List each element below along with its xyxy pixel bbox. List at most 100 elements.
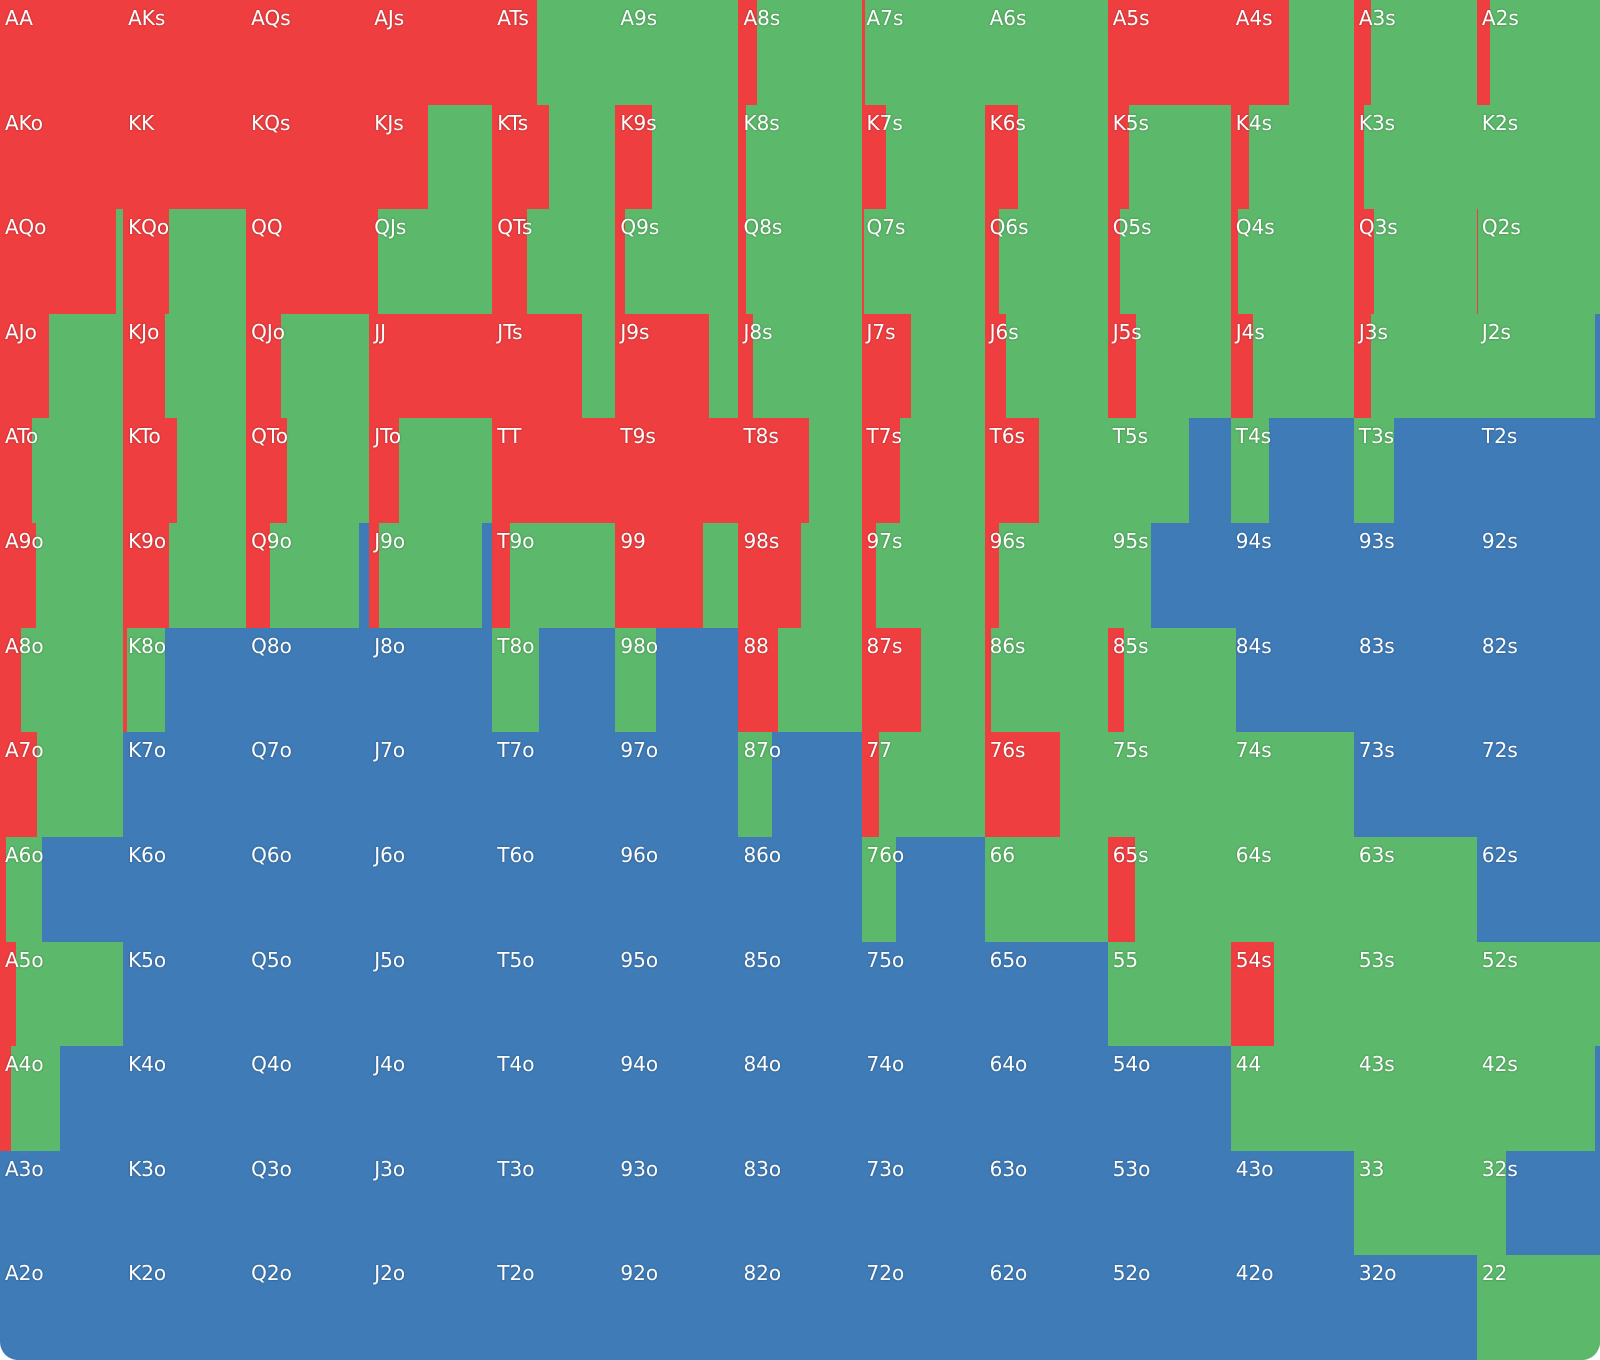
hand-label: 54o (1112, 1052, 1151, 1077)
hand-label: T5s (1112, 424, 1149, 449)
hand-label: T7o (497, 738, 535, 763)
raise-segment (123, 0, 247, 105)
hand-label: 92s (1481, 529, 1518, 554)
hand-cell: A3s (1353, 0, 1477, 105)
hand-cell: AJs (369, 0, 493, 105)
hand-label: 93s (1358, 529, 1395, 554)
call-segment (878, 732, 985, 837)
hand-label: AKo (5, 110, 44, 135)
fold-segment (492, 732, 616, 837)
call-segment (999, 523, 1108, 628)
hand-label: J7o (374, 738, 406, 763)
hand-cell: 83o (738, 1150, 862, 1256)
hand-cell: QQ (246, 209, 370, 314)
hand-label: 44 (1235, 1052, 1262, 1077)
hand-label: 66 (989, 842, 1016, 867)
hand-label: J5s (1112, 319, 1142, 344)
raise-segment (1107, 313, 1136, 419)
hand-label: KJo (128, 319, 160, 344)
call-segment (756, 0, 862, 105)
hand-cell: Q8s (738, 209, 862, 314)
hand-label: T2o (497, 1261, 535, 1286)
hand-label: K5s (1112, 110, 1149, 135)
hand-label: J6o (374, 842, 406, 867)
fold-segment (246, 1255, 370, 1360)
call-segment (1230, 836, 1354, 942)
hand-label: A3s (1358, 6, 1396, 30)
raise-segment (492, 104, 549, 210)
raise-segment (738, 313, 754, 419)
hand-label: KQo (128, 215, 170, 240)
hand-cell: K8s (738, 104, 862, 210)
call-segment (1353, 418, 1395, 524)
hand-label: T4s (1235, 424, 1272, 449)
raise-segment (984, 523, 1000, 628)
hand-cell: K7s (861, 104, 985, 210)
call-segment (708, 313, 739, 419)
fold-segment (1353, 732, 1477, 837)
hand-label: K4o (128, 1052, 167, 1077)
hand-cell: J4s (1230, 313, 1354, 419)
call-segment (1476, 1046, 1596, 1151)
call-segment (1478, 209, 1600, 314)
hand-label: 42o (1235, 1261, 1274, 1286)
hand-cell: J8s (738, 313, 862, 419)
hand-cell: A6s (984, 0, 1108, 105)
hand-label: Q2s (1481, 215, 1521, 240)
hand-label: 73s (1358, 738, 1395, 763)
fold-segment (738, 1150, 862, 1256)
call-segment (582, 313, 616, 419)
raise-segment (984, 627, 991, 733)
fold-segment (738, 836, 862, 942)
raise-segment (861, 523, 877, 628)
hand-cell: 55 (1107, 941, 1231, 1047)
raise-segment (492, 418, 616, 524)
hand-cell: A6o (0, 836, 124, 942)
fold-segment (615, 1255, 739, 1360)
fold-segment (369, 732, 493, 837)
hand-cell: 85s (1107, 627, 1231, 733)
hand-label: 76o (866, 842, 905, 867)
fold-segment (1230, 523, 1354, 628)
call-segment (1476, 104, 1600, 210)
hand-cell: JTo (369, 418, 493, 524)
raise-segment (0, 627, 21, 733)
hand-label: 99 (620, 529, 646, 554)
fold-segment (1506, 1150, 1600, 1256)
hand-cell: AJo (0, 313, 124, 419)
raise-segment (369, 0, 493, 105)
raise-segment (0, 1046, 12, 1151)
raise-segment (738, 104, 746, 210)
raise-segment (0, 941, 16, 1047)
hand-label: Q5o (251, 947, 292, 972)
hand-label: K9o (128, 529, 167, 554)
call-segment (865, 0, 985, 105)
fold-segment (861, 1255, 985, 1360)
hand-cell: TT (492, 418, 616, 524)
hand-label: T7s (866, 424, 902, 449)
raise-segment (492, 523, 510, 628)
hand-label: 74s (1235, 738, 1272, 763)
hand-cell: 95o (615, 941, 739, 1047)
call-segment (509, 523, 616, 628)
hand-cell: T9s (615, 418, 739, 524)
hand-cell: 94s (1230, 523, 1354, 628)
call-segment (984, 836, 1108, 942)
call-segment (1230, 627, 1236, 733)
hand-cell: 82s (1476, 627, 1600, 733)
fold-segment (246, 836, 370, 942)
hand-label: Q6s (989, 215, 1029, 240)
hand-cell: K9o (123, 523, 247, 628)
call-segment (753, 313, 862, 419)
call-segment (398, 418, 493, 524)
hand-label: A8s (743, 6, 781, 30)
hand-label: Q7o (251, 738, 292, 763)
hand-label: A9s (620, 6, 658, 30)
hand-cell: 64o (984, 1046, 1108, 1151)
hand-cell: KTo (123, 418, 247, 524)
raise-segment (1230, 941, 1274, 1047)
hand-label: 65o (989, 947, 1028, 972)
hand-cell: T9o (492, 523, 616, 628)
hand-label: J9o (374, 529, 406, 554)
hand-label: Q8o (251, 633, 292, 658)
